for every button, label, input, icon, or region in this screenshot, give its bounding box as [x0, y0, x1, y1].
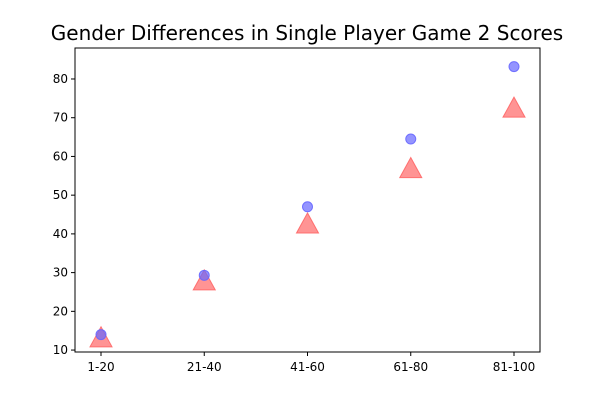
circle-point [95, 329, 107, 341]
circle-point [405, 133, 417, 145]
y-tick-label: 30 [53, 266, 68, 280]
plot-frame [74, 47, 541, 353]
circle-point [198, 269, 210, 281]
triangle-point [502, 96, 526, 118]
circle-point [508, 61, 520, 73]
chart-title: Gender Differences in Single Player Game… [51, 21, 563, 45]
plot-area: 1-20 21-40 41-60 61-80 81-100 10 20 30 40 50 60 70 8… [53, 47, 541, 374]
y-tick-label: 80 [53, 72, 68, 86]
x-tick-label: 41-60 [290, 360, 325, 374]
y-tick-label: 10 [53, 343, 68, 357]
x-tick-label: 81-100 [493, 360, 536, 374]
circle-point [302, 201, 313, 213]
x-tick-label: 1-20 [87, 360, 114, 374]
x-tick-label: 21-40 [187, 360, 222, 374]
y-tick-label: 50 [53, 188, 68, 202]
y-tick-label: 40 [53, 227, 68, 241]
x-tick-label: 61-80 [393, 360, 428, 374]
y-tick-label: 60 [53, 149, 68, 163]
triangle-point [295, 211, 320, 234]
y-tick-label: 70 [53, 111, 68, 125]
triangle-point [398, 156, 423, 179]
y-tick-label: 20 [53, 304, 68, 318]
